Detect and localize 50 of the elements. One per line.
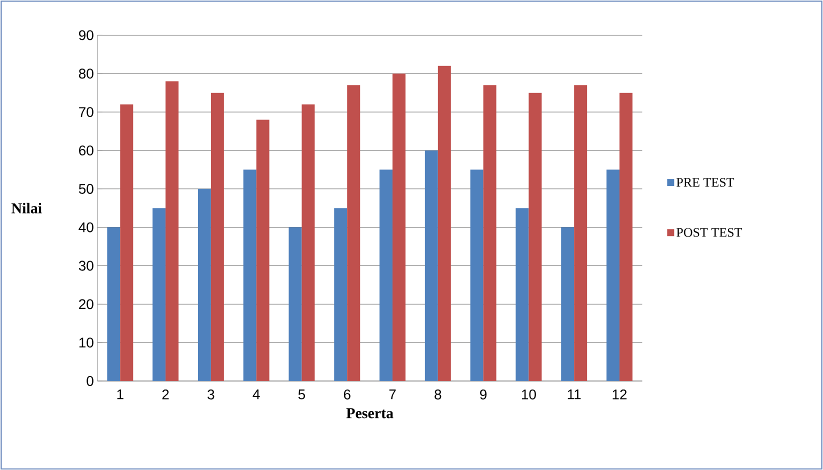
y-tick-label: 80	[78, 68, 94, 78]
y-tick-label: 40	[78, 222, 94, 232]
x-tick-label: 7	[389, 389, 396, 400]
bar	[256, 120, 270, 381]
y-tick-label: 10	[79, 338, 94, 348]
bar	[470, 170, 484, 381]
bar	[380, 170, 393, 381]
bar	[438, 66, 451, 381]
x-axis-title: Peserta	[346, 408, 394, 418]
y-tick-label: 60	[79, 145, 94, 156]
x-tick-label: 4	[252, 389, 260, 400]
bar	[574, 85, 588, 381]
x-tick-label: 8	[434, 389, 442, 400]
bar	[334, 208, 348, 381]
y-tick-label: 70	[79, 106, 94, 117]
x-tick-label: 11	[568, 389, 581, 400]
x-tick-label: 2	[162, 389, 169, 400]
x-tick-label: 12	[612, 389, 627, 400]
x-tick-label: 10	[522, 389, 536, 400]
bar	[392, 74, 406, 381]
y-tick-label: 20	[79, 299, 94, 310]
bar	[120, 104, 134, 381]
bar	[424, 150, 438, 381]
bar	[198, 188, 211, 381]
x-tick-label: 5	[298, 389, 306, 400]
bar	[210, 92, 224, 381]
legend-label: PRE TEST	[676, 178, 734, 187]
x-tick-label: 1	[117, 389, 124, 400]
bar	[243, 170, 256, 381]
y-tick-label: 0	[86, 376, 94, 386]
bar	[561, 227, 574, 381]
x-tick-label: 6	[344, 389, 350, 400]
y-axis-title: Nilai	[12, 202, 42, 214]
bar	[347, 85, 360, 381]
bar	[107, 227, 120, 381]
bar	[152, 208, 166, 381]
legend-label: POST TEST	[676, 228, 742, 237]
x-tick-label: 3	[208, 389, 214, 400]
y-tick-label: 90	[79, 30, 94, 40]
bar	[606, 170, 620, 381]
y-tick-label: 50	[78, 184, 94, 194]
bar	[516, 208, 529, 381]
x-tick-label: 9	[480, 389, 487, 400]
y-tick-label: 30	[78, 260, 94, 271]
bar	[619, 92, 632, 381]
bar	[528, 92, 542, 381]
bar	[483, 85, 496, 381]
bar	[166, 81, 179, 381]
bar	[288, 227, 302, 381]
bar	[302, 104, 315, 381]
